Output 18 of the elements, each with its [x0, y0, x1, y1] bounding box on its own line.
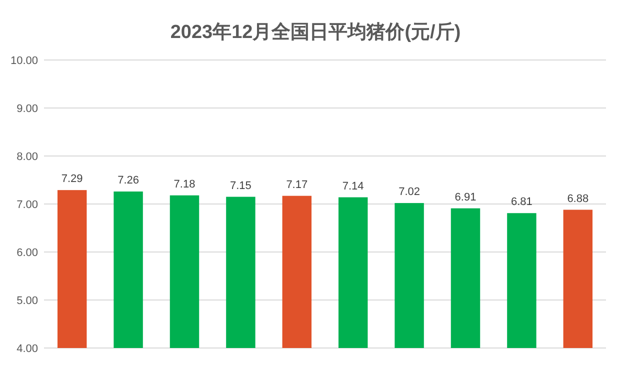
- chart-title: 2023年12月全国日平均猪价(元/斤): [170, 21, 461, 43]
- y-tick-label: 10.00: [10, 55, 38, 67]
- data-label: 7.26: [118, 174, 140, 187]
- data-label: 6.88: [567, 192, 589, 205]
- y-tick-label: 4.00: [16, 343, 38, 355]
- data-label: 7.29: [61, 173, 83, 186]
- data-label: 6.91: [454, 191, 476, 204]
- data-label: 7.02: [398, 186, 420, 198]
- data-label: 7.18: [174, 178, 196, 190]
- y-tick-label: 9.00: [16, 103, 38, 115]
- y-tick-label: 8.00: [16, 151, 38, 163]
- data-label: 7.17: [286, 178, 308, 191]
- y-tick-label: 7.00: [16, 199, 38, 211]
- y-tick-label: 5.00: [16, 295, 38, 307]
- data-label: 7.15: [230, 180, 252, 192]
- y-tick-label: 6.00: [16, 247, 38, 259]
- data-label: 6.81: [510, 196, 532, 208]
- data-label: 7.14: [342, 180, 364, 192]
